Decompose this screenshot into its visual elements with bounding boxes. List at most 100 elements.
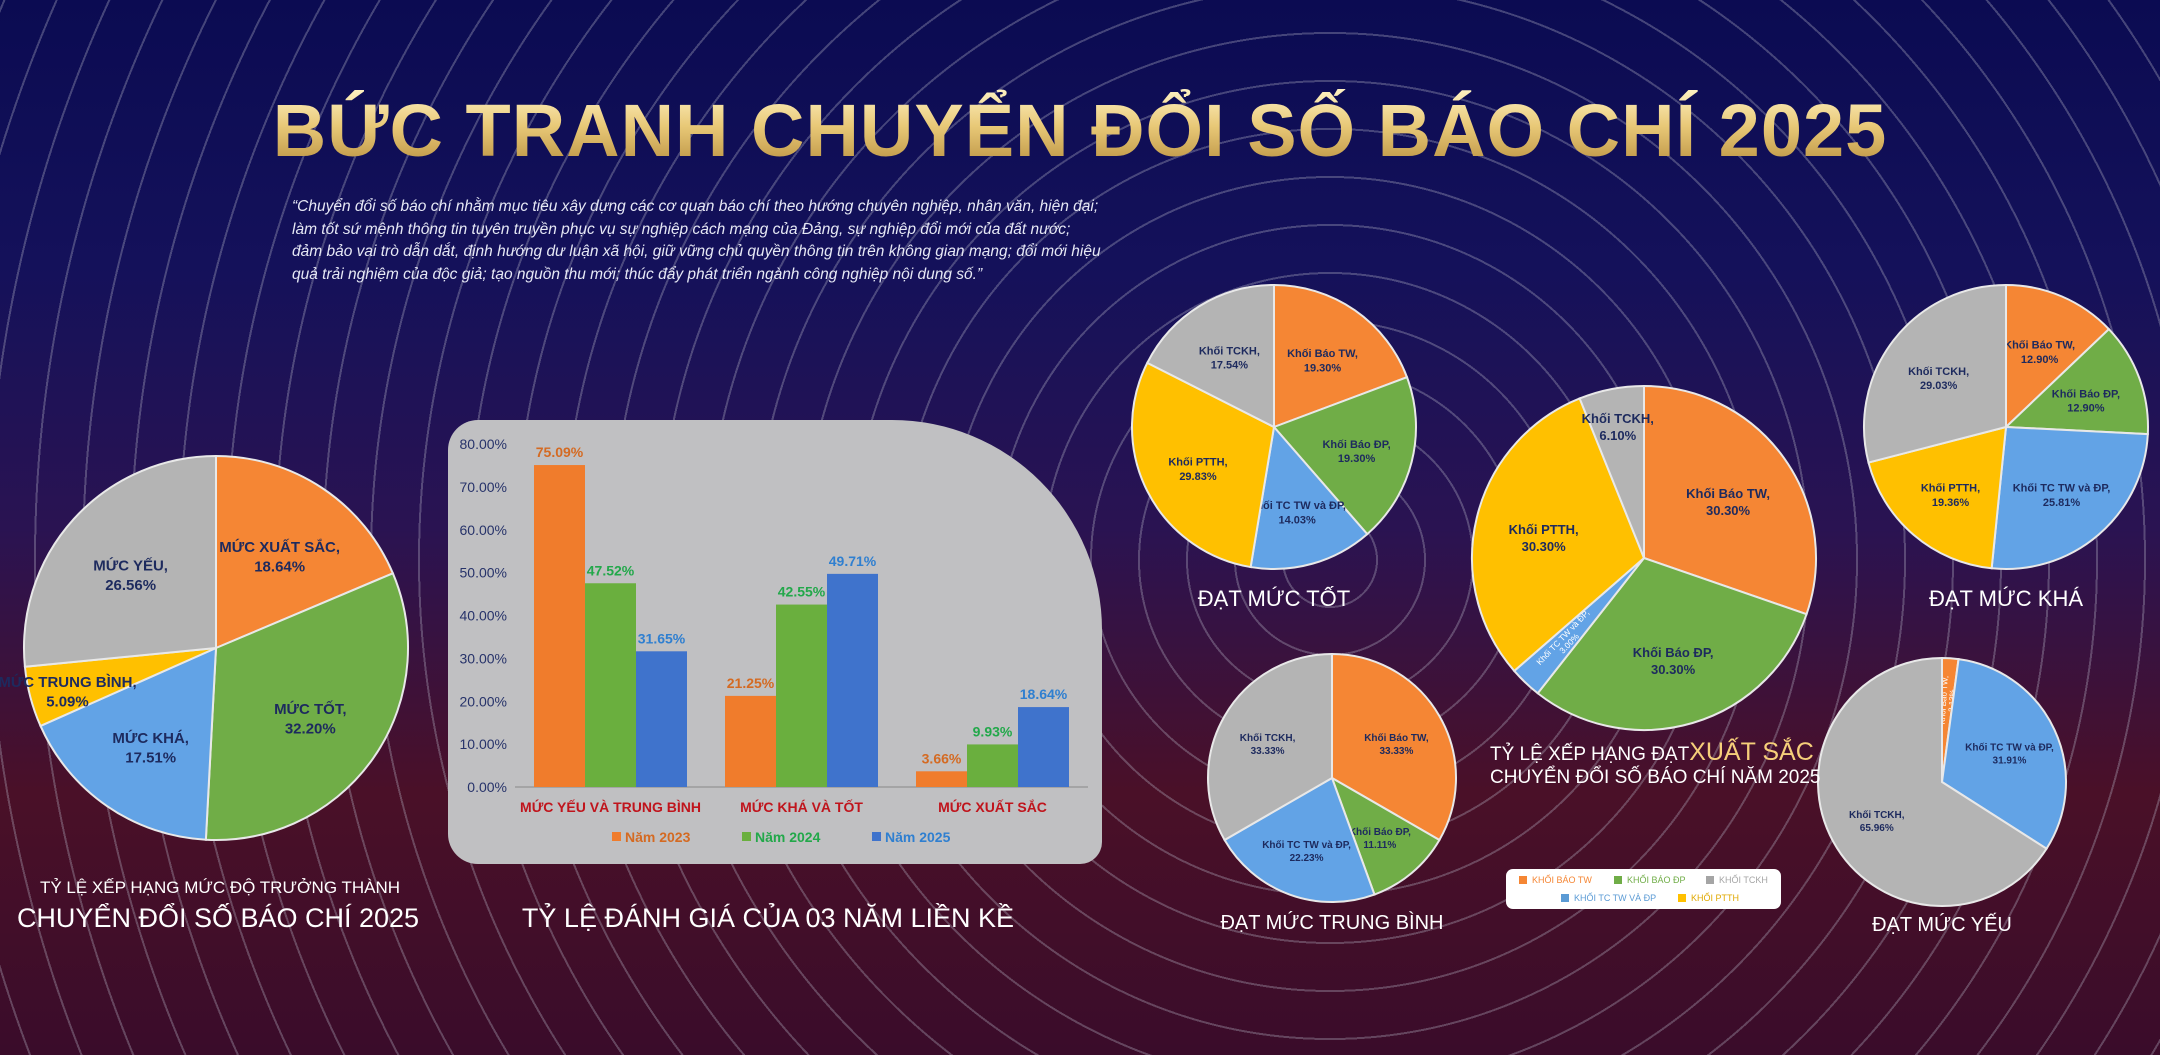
bar-data-label: 47.52%: [587, 562, 635, 578]
legend-label: KHỐI BÁO TW: [1532, 875, 1592, 885]
pie-chart-weak: Khối Báo TW,2.13%Khối TC TW và ĐP,31.91%…: [1817, 656, 2067, 907]
excellent-caption-line1: TỶ LỆ XẾP HẠNG ĐẠTXUẤT SẮC: [1490, 738, 1814, 767]
pie-legend: KHỐI BÁO TW KHỐI BÁO ĐP KHỐI TCKH KHỐI T…: [1506, 869, 1781, 909]
pie-slice-name: MỨC TỐT,: [274, 700, 346, 718]
bar-data-label: 49.71%: [829, 553, 877, 569]
pie-slice-value: 11.11%: [1363, 840, 1396, 851]
bar: [725, 695, 776, 787]
y-tick-label: 10.00%: [460, 736, 507, 752]
good-caption: ĐẠT MỨC TỐT: [1197, 586, 1351, 611]
pie-slice-name: Khối Báo TW,: [1686, 486, 1770, 501]
pie-slice-name: Khối TC TW và ĐP,: [1965, 742, 2054, 754]
pie-slice: [1207, 652, 1333, 842]
pie-slice-value: 65.96%: [1860, 823, 1894, 834]
bar-data-label: 21.25%: [727, 675, 775, 691]
bar-legend-swatch: [742, 832, 751, 841]
bar-data-label: 75.09%: [536, 444, 584, 460]
pie-slice: [204, 571, 409, 841]
pie-slice-label: Khối Báo TW, 33.33%: [1364, 732, 1429, 757]
legend-label: KHỐI PTTH: [1691, 893, 1740, 903]
pie-slice-name: Khối Báo ĐP,: [1633, 645, 1714, 660]
pie-slice-label: Khối Báo TW, 12.90%: [2004, 340, 2075, 366]
pie-slice-value: 18.64%: [254, 558, 305, 575]
bar-legend-swatch: [872, 832, 881, 841]
legend-swatch: [1678, 894, 1686, 902]
pie-slice-label: Khối TC TW và ĐP, 22.23%: [1262, 839, 1351, 864]
pie-slice-value: 30.30%: [1651, 662, 1696, 677]
pie-chart-maturity: MỨC XUẤT SẮC, 18.64% MỨC TỐT, 32.20% MỨC KHÁ…: [0, 454, 409, 841]
pie-slice-value: 17.54%: [1211, 360, 1249, 372]
bar-data-label: 3.66%: [922, 750, 962, 766]
bar-legend-swatch: [612, 832, 621, 841]
pie-slice-value: 26.56%: [105, 577, 156, 594]
pie-slice-name: Khối TCKH,: [1849, 809, 1905, 821]
bar: [967, 744, 1018, 787]
pie-slice-label: Khối Báo ĐP, 11.11%: [1349, 826, 1411, 851]
three-years-caption: TỶ LỆ ĐÁNH GIÁ CỦA 03 NĂM LIỀN KỀ: [521, 903, 1015, 933]
pie-slice-name: MỨC XUẤT SẮC,: [219, 538, 340, 556]
pie-slice-label: Khối PTTH, 30.30%: [1509, 522, 1579, 554]
pie-slice-name: Khối TC TW và ĐP,: [2013, 483, 2111, 495]
fair-caption: ĐẠT MỨC KHÁ: [1928, 586, 2084, 611]
legend-swatch: [1561, 894, 1569, 902]
pie-slice-value: 31.91%: [1993, 756, 2027, 767]
pie-slice-label: Khối PTTH, 19.36%: [1921, 483, 1980, 509]
pie-slice: [215, 454, 395, 650]
pie-slice-value: 14.03%: [1279, 514, 1317, 526]
pie-slice-value: 29.03%: [1920, 380, 1958, 392]
legend-swatch: [1614, 876, 1622, 884]
pie-slice: [1578, 384, 1645, 559]
x-category-label: MỨC KHÁ VÀ TỐT: [740, 798, 863, 815]
pie-slice: [23, 454, 217, 668]
pie-slice-value: 30.30%: [1522, 539, 1567, 554]
pie-slice-name: Khối TCKH,: [1582, 411, 1654, 426]
pie-slice-label: Khối Báo ĐP, 19.30%: [1322, 439, 1390, 465]
pie-slice-name: Khối TCKH,: [1908, 366, 1969, 378]
excellent-caption-line2: CHUYỂN ĐỔI SỐ BÁO CHÍ NĂM 2025: [1490, 767, 1821, 788]
pie-slice: [1331, 652, 1457, 842]
y-tick-label: 60.00%: [460, 522, 507, 538]
bar: [827, 573, 878, 787]
pie-slice-value: 25.81%: [2043, 497, 2081, 509]
pie-slice-value: 33.33%: [1379, 746, 1413, 757]
pie-slice-label: Khối TCKH, 33.33%: [1240, 732, 1296, 757]
bar-data-label: 18.64%: [1020, 686, 1068, 702]
intro-quote: “Chuyển đổi số báo chí nhằm mục tiêu xây…: [292, 198, 1101, 283]
pie-slice-value: 22.23%: [1290, 853, 1324, 864]
pie-slice-value: 19.30%: [1338, 453, 1376, 465]
page-title: BỨC TRANH CHUYỂN ĐỔI SỐ BÁO CHÍ 2025: [0, 88, 2160, 173]
pie-slice-value: 12.90%: [2021, 354, 2059, 366]
pie-slice-name: MỨC TRUNG BÌNH,: [0, 673, 137, 691]
bar: [585, 583, 636, 787]
pie-slice-label: Khối TCKH, 6.10%: [1582, 411, 1654, 443]
pie-slice-value: 29.83%: [1179, 471, 1217, 483]
x-category-label: MỨC XUẤT SẮC: [938, 798, 1047, 815]
pie-chart-good: Khối Báo TW, 19.30%Khối Báo ĐP, 19.30%Khối…: [1131, 283, 1417, 570]
y-tick-label: 0.00%: [467, 779, 507, 795]
pie-slice-value: 6.10%: [1599, 428, 1636, 443]
pie-slice-name: Khối Báo ĐP,: [1322, 439, 1390, 451]
pie-slice-label: Khối Báo ĐP, 12.90%: [2052, 388, 2120, 414]
y-tick-label: 80.00%: [460, 436, 507, 452]
pie-slice-name: MỨC YẾU,: [93, 557, 168, 575]
pie-slice-label: Khối Báo ĐP, 30.30%: [1633, 645, 1714, 677]
pie-slice-value: 5.09%: [46, 694, 89, 711]
pie-slice-name: Khối PTTH,: [1921, 483, 1980, 495]
legend-label: KHỐI BÁO ĐP: [1627, 875, 1686, 885]
pie-slice: [1249, 424, 1369, 570]
pie-slice: [1863, 283, 2007, 464]
y-tick-label: 70.00%: [460, 479, 507, 495]
legend-item: KHỐI PTTH: [1678, 893, 1739, 903]
pie-chart-excellent: Khối Báo TW, 30.30%Khối Báo ĐP, 30.30%Khối…: [1471, 384, 1817, 731]
bar: [776, 604, 827, 787]
pie-slice-name: Khối Báo TW,: [2004, 340, 2075, 352]
pie-slice: [1131, 361, 1276, 569]
pie-slice: [1471, 397, 1646, 673]
legend-item: KHỐI BÁO ĐP: [1614, 875, 1686, 885]
bar-legend-label: Năm 2023: [625, 829, 691, 845]
y-tick-label: 30.00%: [460, 650, 507, 666]
bar: [1018, 707, 1069, 787]
pie-slice-value: 30.30%: [1706, 503, 1751, 518]
pie-slice: [2003, 327, 2149, 436]
